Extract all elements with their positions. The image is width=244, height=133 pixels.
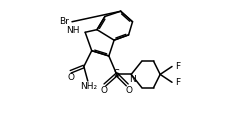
Text: F: F [175, 62, 180, 71]
Text: Br: Br [60, 17, 69, 26]
Text: N: N [129, 75, 136, 84]
Text: F: F [175, 78, 180, 87]
Text: S: S [114, 69, 120, 79]
Text: NH: NH [66, 26, 80, 36]
Text: O: O [67, 72, 74, 82]
Text: O: O [125, 86, 132, 95]
Text: NH₂: NH₂ [81, 82, 98, 91]
Text: O: O [100, 86, 107, 95]
